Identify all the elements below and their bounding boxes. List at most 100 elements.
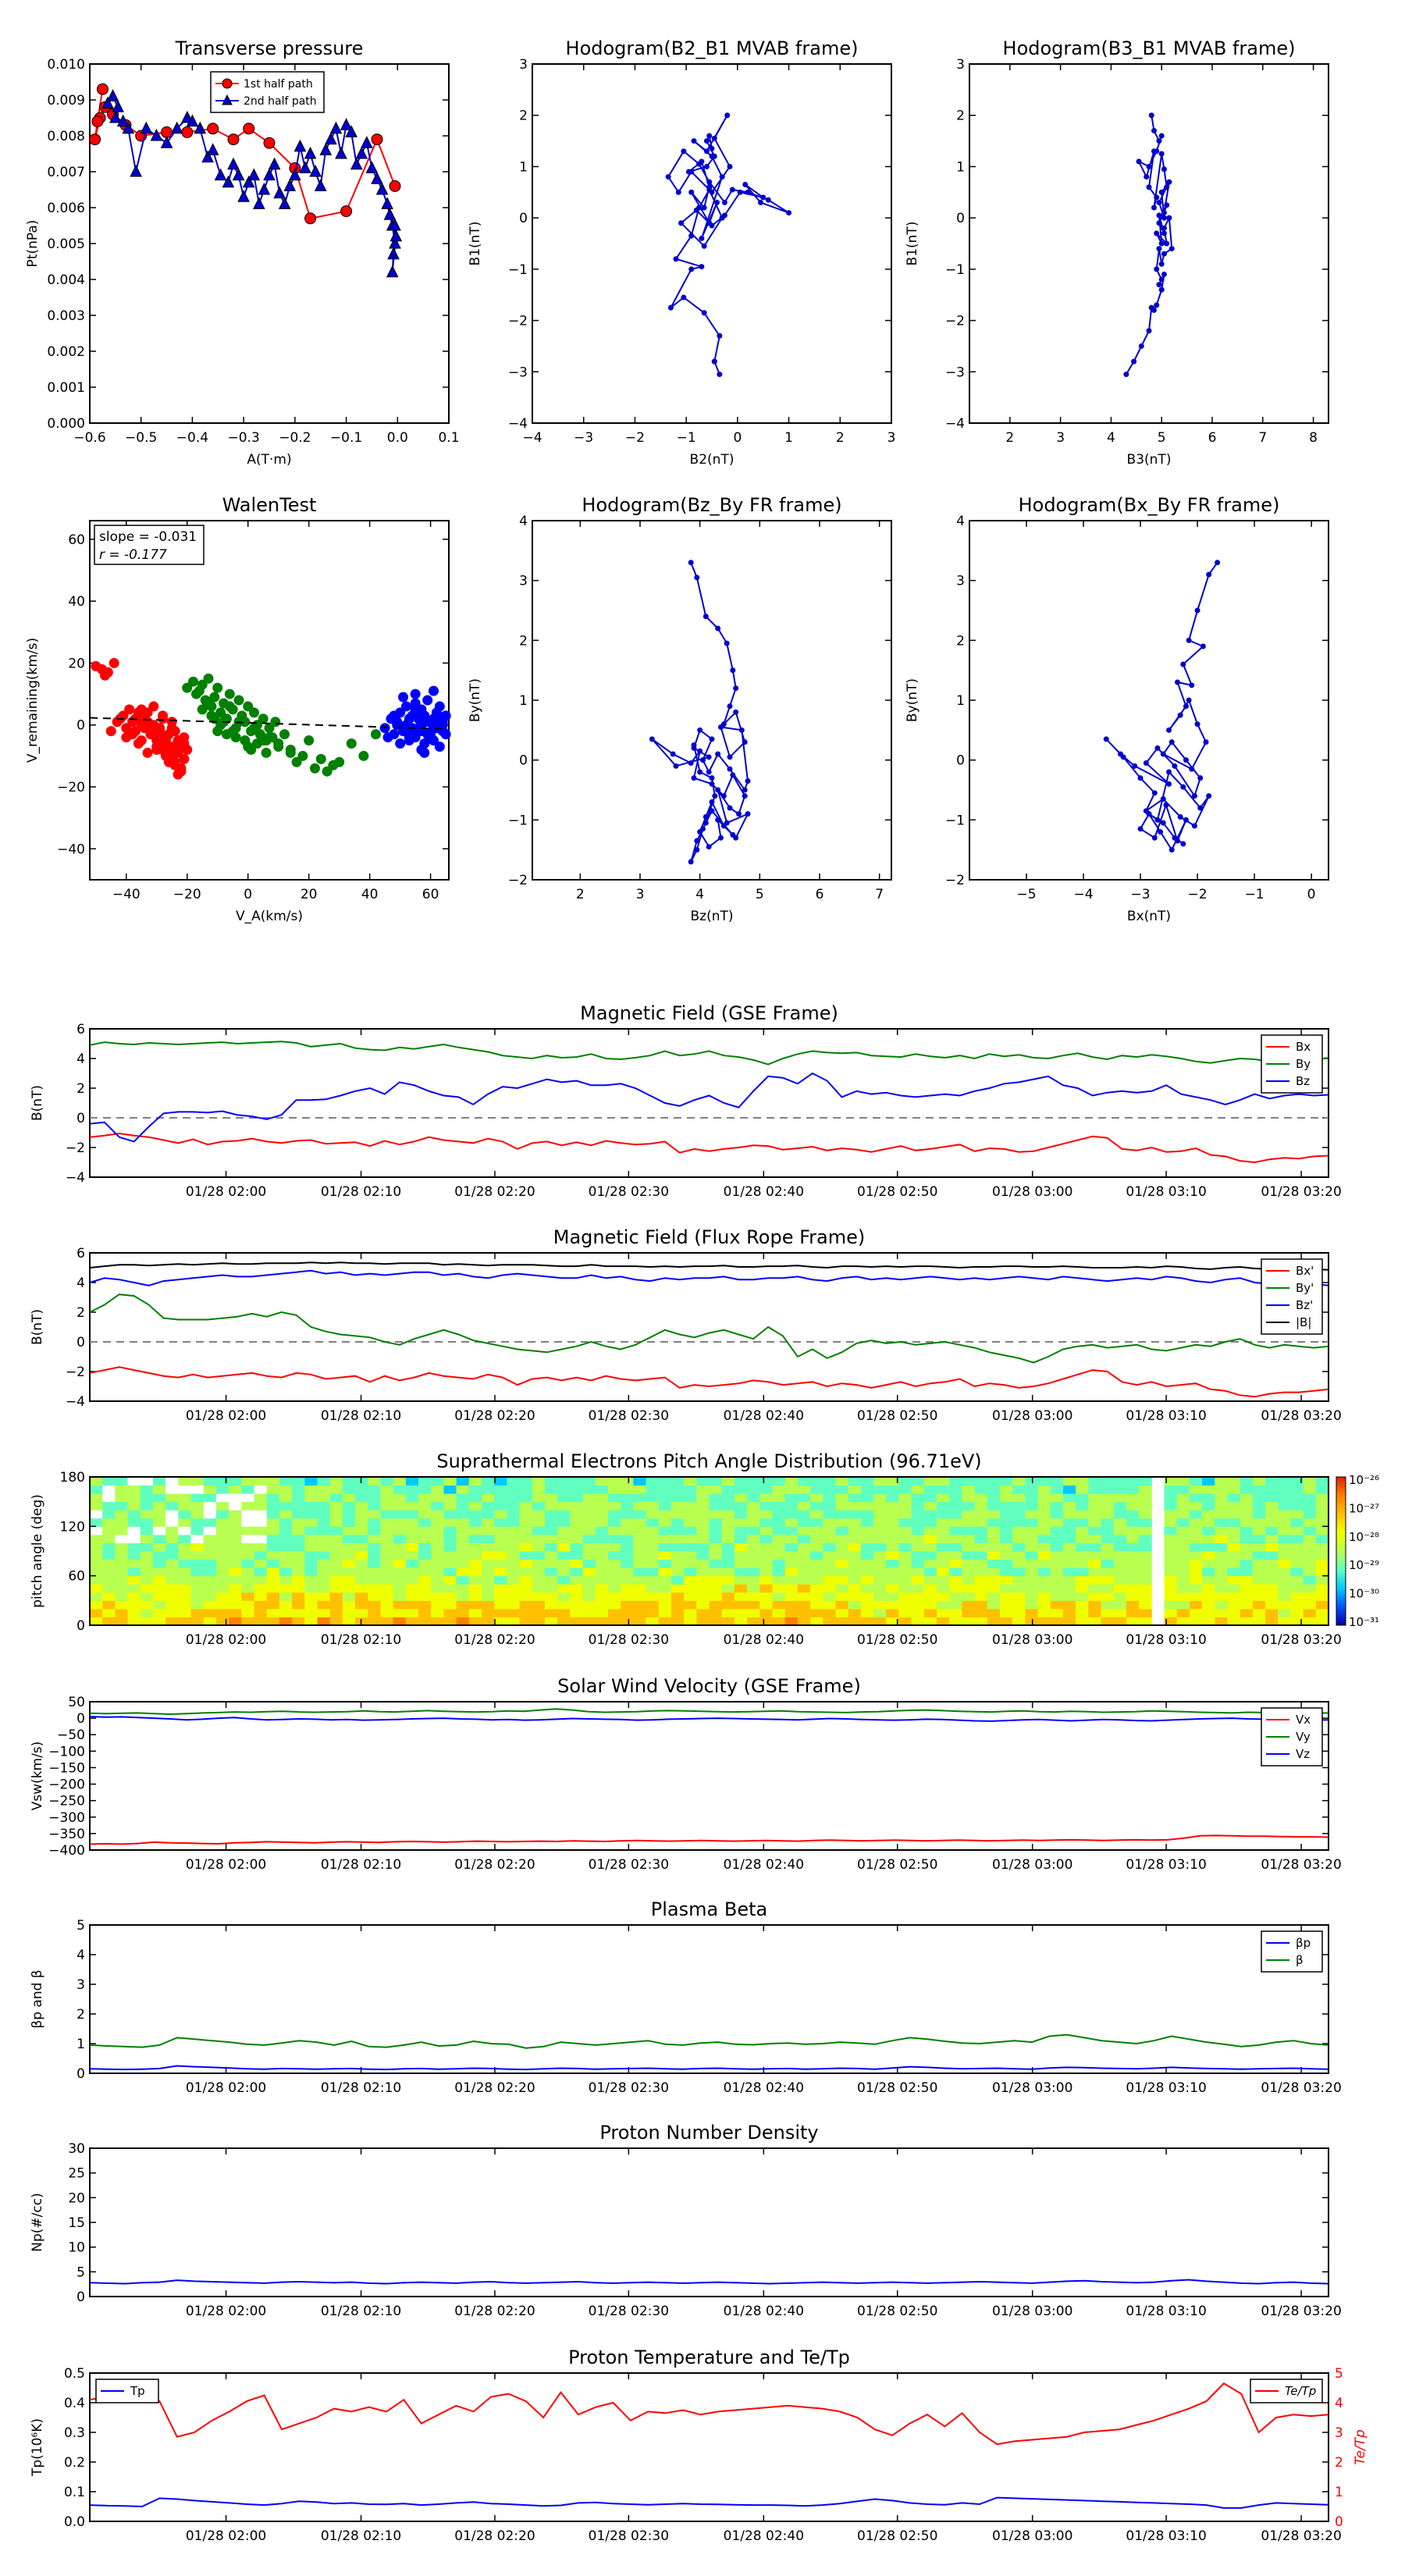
- pad-cell: [974, 1617, 988, 1626]
- pad-cell: [1126, 1567, 1140, 1577]
- transverse-pressure-point: [186, 114, 199, 127]
- mag-fr-ytick-label: 0: [76, 1335, 85, 1350]
- transverse-pressure-legend: [210, 71, 325, 113]
- pad-cell: [519, 1551, 533, 1560]
- pad-cell: [658, 1493, 672, 1503]
- pad-cell: [923, 1559, 937, 1568]
- pad-cell: [507, 1477, 521, 1486]
- pad-cell: [1113, 1485, 1127, 1494]
- hodogram-bx-by-point: [1172, 834, 1178, 841]
- pad-cell: [102, 1600, 116, 1610]
- pad-cell: [784, 1608, 799, 1617]
- pad-cell: [165, 1617, 179, 1626]
- pad-cell: [102, 1526, 116, 1535]
- pad-cell: [304, 1542, 318, 1552]
- vsw-ytick-label: 50: [68, 1695, 85, 1710]
- pad-cell: [734, 1567, 748, 1577]
- pad-cell: [178, 1592, 192, 1601]
- pad-cell: [835, 1584, 849, 1593]
- pad-cell: [1126, 1608, 1140, 1617]
- pad-cell: [987, 1600, 1001, 1610]
- pad-cell: [570, 1517, 584, 1527]
- hodogram-bx-by-point: [1183, 703, 1189, 710]
- pad-cell: [368, 1493, 381, 1503]
- vsw-ytick-label: −150: [48, 1760, 85, 1776]
- walen-test-point: [261, 747, 272, 758]
- pad-cell: [140, 1510, 154, 1519]
- pad-cell: [532, 1542, 546, 1552]
- pad-cell: [1025, 1501, 1039, 1510]
- pad-cell: [519, 1534, 533, 1543]
- pad-cell: [607, 1592, 621, 1601]
- pad-cell: [1252, 1600, 1266, 1610]
- pad-cell: [178, 1510, 192, 1519]
- pad-cell: [1176, 1600, 1190, 1610]
- pad-cell: [342, 1600, 356, 1610]
- hodogram-b2-b1-point: [703, 138, 710, 144]
- transverse-pressure-point: [89, 133, 101, 146]
- pad-cell: [215, 1608, 229, 1617]
- pad-cell: [443, 1534, 457, 1543]
- pad-cell: [1025, 1534, 1039, 1543]
- pad-cell: [544, 1542, 558, 1552]
- pad-cell: [342, 1501, 356, 1510]
- pad-cell: [329, 1501, 343, 1510]
- pad-cell: [1202, 1551, 1215, 1560]
- pad-cell: [1189, 1592, 1203, 1601]
- pad-cell: [1227, 1600, 1241, 1610]
- pad-cell: [823, 1575, 836, 1585]
- hodogram-bx-by-point: [1154, 745, 1161, 751]
- pad-cell: [355, 1510, 368, 1519]
- transverse-pressure-panel: Transverse pressure−0.6 −0.5 −0.4 −0.3 −0.2−…: [25, 37, 460, 468]
- pad-cell: [633, 1485, 647, 1494]
- pad-cell: [898, 1493, 912, 1503]
- hodogram-b2-b1-point: [673, 256, 679, 262]
- np-ytick-label: 0: [76, 2290, 85, 2305]
- pad-cell: [1076, 1493, 1089, 1503]
- mag-gse-ylabel: B(nT): [30, 1085, 45, 1121]
- hodogram-b2-b1-ytick-label: −3: [508, 365, 528, 380]
- pad-cell: [1315, 1559, 1329, 1568]
- pad-cell: [962, 1493, 976, 1503]
- pad-cell: [1113, 1584, 1127, 1593]
- pad-cell: [886, 1477, 899, 1486]
- hodogram-b3-b1-point: [1136, 158, 1142, 165]
- pad-cell: [532, 1534, 546, 1543]
- walen-test-point: [133, 738, 144, 749]
- hodogram-bx-by-point: [1191, 823, 1197, 829]
- pad-cell: [1139, 1575, 1152, 1585]
- pad-cell: [621, 1592, 634, 1601]
- pad-cell: [317, 1493, 331, 1503]
- pad-cell: [734, 1584, 748, 1593]
- hodogram-bx-by-point: [1180, 841, 1186, 847]
- pad-cell: [886, 1584, 899, 1593]
- pad-cell: [936, 1592, 950, 1601]
- pad-cell: [621, 1617, 634, 1626]
- pad-cell: [456, 1517, 470, 1527]
- pad-cell: [393, 1559, 407, 1568]
- pad-cell: [532, 1526, 546, 1535]
- pad-cell: [1240, 1517, 1254, 1527]
- pad-cell: [721, 1534, 735, 1543]
- pad-cell: [102, 1608, 116, 1617]
- vsw-ytick-label: −300: [48, 1810, 85, 1826]
- beta-ytick-label: 3: [76, 1977, 85, 1993]
- hodogram-b2-b1-frame: [532, 63, 892, 424]
- pad-cell: [1227, 1510, 1241, 1519]
- pad-cell: [747, 1510, 760, 1519]
- pad-cell: [1126, 1575, 1140, 1585]
- pad-cell: [747, 1534, 760, 1543]
- pad-cell: [595, 1510, 609, 1519]
- hodogram-b2-b1-ytick-label: −4: [508, 416, 528, 432]
- vsw-ylabel: Vsw(km/s): [30, 1742, 45, 1811]
- tp-tp-line: [89, 2496, 1329, 2509]
- pad-cell: [431, 1600, 444, 1610]
- pad-cell: [886, 1526, 899, 1535]
- pad-cell: [380, 1592, 394, 1601]
- hodogram-bz-by-point: [715, 625, 721, 632]
- pad-cell: [1025, 1608, 1039, 1617]
- pad-cell: [810, 1534, 823, 1543]
- transverse-pressure-point: [263, 168, 276, 181]
- pad-cell: [670, 1600, 685, 1610]
- pad-cell: [544, 1559, 558, 1568]
